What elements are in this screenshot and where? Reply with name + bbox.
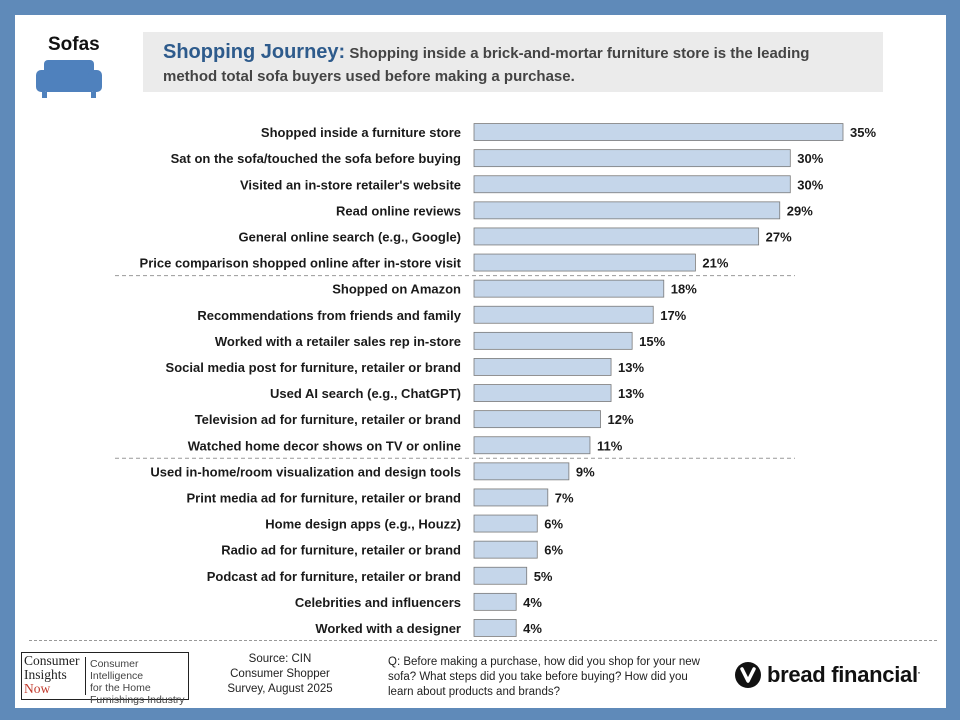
data-label: 30%: [797, 151, 823, 166]
cin-logo-tagline: Consumer Intelligence for the Home Furni…: [90, 658, 185, 706]
data-label: 11%: [597, 438, 623, 453]
bread-financial-logo: bread financial.: [735, 662, 920, 688]
data-label: 18%: [671, 282, 697, 297]
bread-financial-wordmark: bread financial.: [767, 662, 920, 687]
bar: [473, 331, 633, 350]
source-note: Source: CIN Consumer Shopper Survey, Aug…: [227, 653, 333, 695]
category-label: Shopped inside a furniture store: [261, 125, 461, 140]
bar: [473, 149, 791, 168]
category-label: Watched home decor shows on TV or online: [188, 438, 461, 453]
data-label: 5%: [534, 569, 553, 584]
bar: [473, 175, 791, 194]
bar-chart: Shopped inside a furniture store 35% Sat o…: [115, 123, 876, 637]
data-label: 13%: [618, 360, 644, 375]
category-label: Worked with a retailer sales rep in-stor…: [215, 334, 461, 349]
bar: [473, 384, 612, 402]
category-label: Television ad for furniture, retailer or…: [195, 412, 461, 427]
category-label: Print media ad for furniture, retailer o…: [187, 490, 462, 505]
data-label: 17%: [660, 308, 686, 323]
category-label: Used AI search (e.g., ChatGPT): [270, 386, 461, 401]
data-label: 6%: [544, 543, 563, 558]
cin-logo: Consumer Insights Now Consumer Intellige…: [21, 652, 189, 706]
data-label: 30%: [797, 177, 823, 192]
category-label: Read online reviews: [336, 203, 461, 218]
headline: Shopping Journey: Shopping inside a bric…: [143, 32, 883, 92]
category-label: Home design apps (e.g., Houzz): [265, 517, 461, 532]
cin-logo-wordmark: Consumer Insights Now: [24, 653, 80, 696]
data-label: 6%: [544, 517, 563, 532]
data-label: 13%: [618, 386, 644, 401]
bar: [473, 358, 612, 376]
sofa-icon: [36, 60, 102, 98]
category-label: Recommendations from friends and family: [197, 308, 461, 323]
bar: [473, 123, 844, 141]
bar: [473, 592, 517, 611]
category-label: Used in-home/room visualization and desi…: [150, 464, 461, 479]
survey-question: Q: Before making a purchase, how did you…: [388, 656, 700, 698]
category-label: Price comparison shopped online after in…: [140, 256, 462, 271]
data-label: 12%: [608, 412, 634, 427]
category-label: Visited an in-store retailer's website: [240, 177, 461, 192]
slide: Sofas Shopping Journey: Shopping inside …: [15, 15, 946, 708]
bar: [473, 566, 528, 585]
bar: [473, 227, 760, 246]
bar: [473, 436, 591, 455]
bar: [473, 305, 654, 324]
headline-text: Shopping inside a brick-and-mortar furni…: [163, 45, 810, 85]
data-label: 4%: [523, 595, 542, 610]
bar: [473, 540, 538, 559]
bar: [473, 514, 538, 533]
data-label: 21%: [702, 256, 728, 271]
data-label: 35%: [850, 125, 876, 140]
data-label: 7%: [555, 490, 574, 505]
bar: [473, 410, 601, 429]
bar: [473, 488, 549, 507]
category-label: Social media post for furniture, retaile…: [166, 360, 462, 375]
category-label: Worked with a designer: [315, 621, 461, 636]
cin-logo-divider: [85, 657, 86, 695]
bar: [473, 201, 781, 220]
headline-title: Shopping Journey:: [163, 41, 346, 63]
footer-divider: [29, 640, 937, 641]
category-label: Podcast ad for furniture, retailer or br…: [207, 569, 461, 584]
bread-financial-logo-icon: [735, 662, 761, 688]
category-label: Sat on the sofa/touched the sofa before …: [171, 151, 461, 166]
data-label: 4%: [523, 621, 542, 636]
data-label: 15%: [639, 334, 665, 349]
data-label: 29%: [787, 203, 813, 218]
bar: [473, 253, 696, 272]
bar: [473, 619, 517, 637]
category-label: Celebrities and influencers: [295, 595, 461, 610]
category-label: Radio ad for furniture, retailer or bran…: [221, 543, 461, 558]
data-label: 27%: [766, 229, 792, 244]
topic-label: Sofas: [48, 34, 100, 55]
category-label: Shopped on Amazon: [332, 282, 461, 297]
bar: [473, 462, 570, 481]
category-label: General online search (e.g., Google): [239, 229, 462, 244]
data-label: 9%: [576, 464, 595, 479]
bar: [473, 279, 665, 298]
